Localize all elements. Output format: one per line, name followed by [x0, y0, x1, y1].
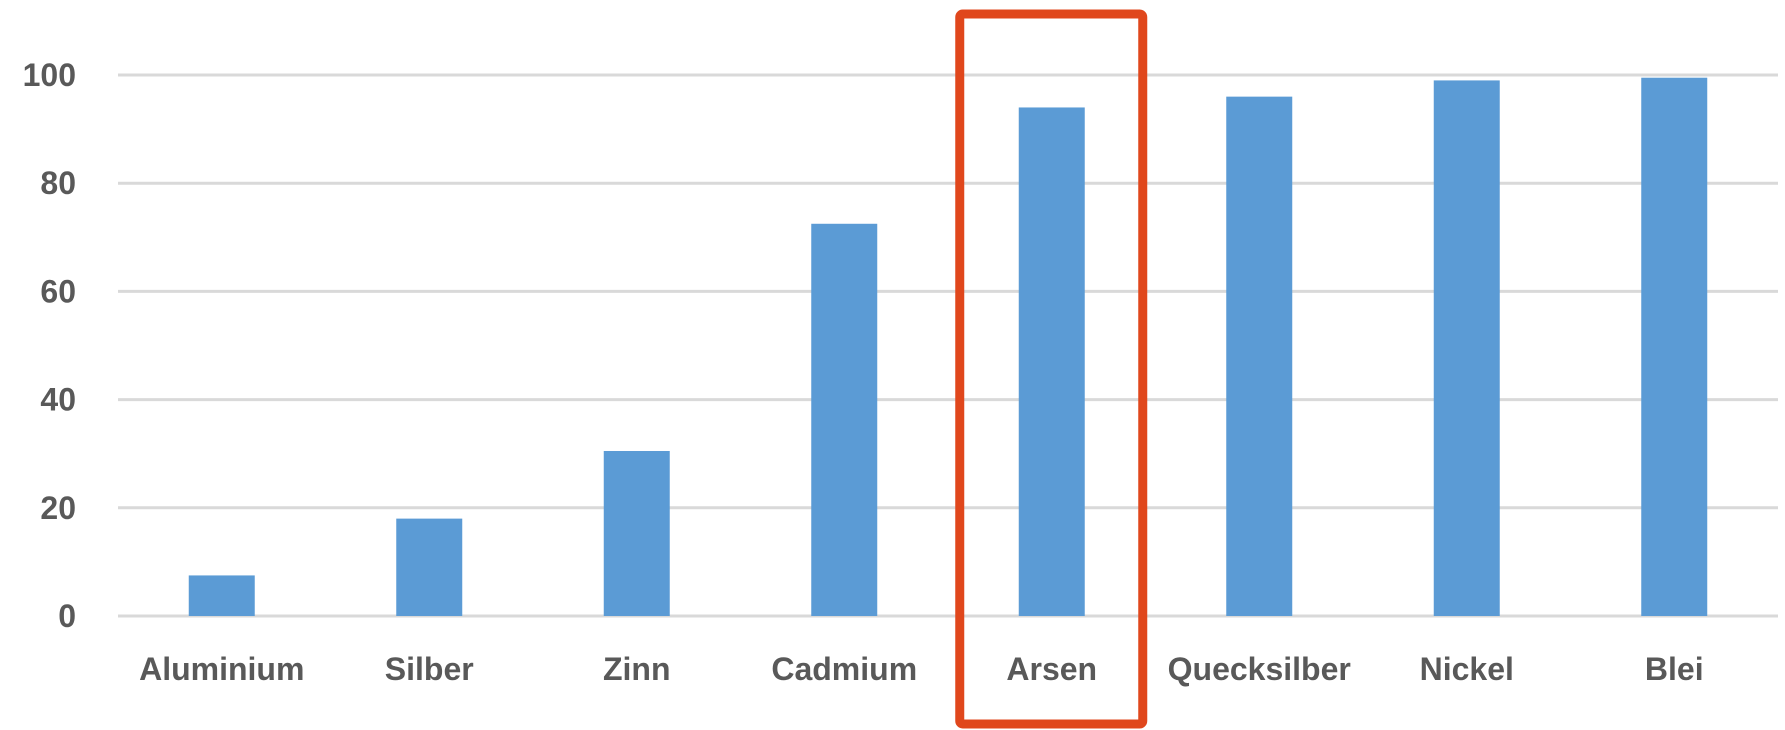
x-tick-label: Zinn	[603, 651, 671, 687]
bar	[188, 575, 255, 616]
y-tick-label: 0	[58, 598, 76, 634]
bar	[1018, 107, 1085, 617]
x-tick-label: Nickel	[1420, 651, 1514, 687]
x-tick-label: Silber	[385, 651, 474, 687]
y-axis: 0 20 40 60 80 100	[23, 57, 76, 634]
x-tick-label: Quecksilber	[1168, 651, 1351, 687]
y-tick-label: 60	[40, 273, 76, 309]
bar	[396, 518, 463, 616]
y-tick-label: 80	[40, 165, 76, 201]
y-tick-label: 40	[40, 382, 76, 418]
x-tick-label: Arsen	[1006, 651, 1097, 687]
gridlines	[118, 73, 1778, 618]
y-tick-label: 100	[23, 57, 76, 93]
highlight-frame	[955, 9, 1148, 729]
bar	[811, 223, 878, 616]
bar	[603, 450, 670, 616]
bars	[188, 77, 1708, 617]
x-axis: Aluminium Silber Zinn Cadmium Arsen Quecksilb…	[139, 651, 1704, 687]
y-tick-label: 20	[40, 490, 76, 526]
x-tick-label: Aluminium	[139, 651, 304, 687]
x-tick-label: Blei	[1645, 651, 1704, 687]
x-tick-label: Cadmium	[771, 651, 917, 687]
highlight-box	[955, 9, 1148, 729]
bar	[1641, 77, 1708, 616]
bar	[1226, 96, 1293, 616]
bar	[1433, 80, 1500, 616]
